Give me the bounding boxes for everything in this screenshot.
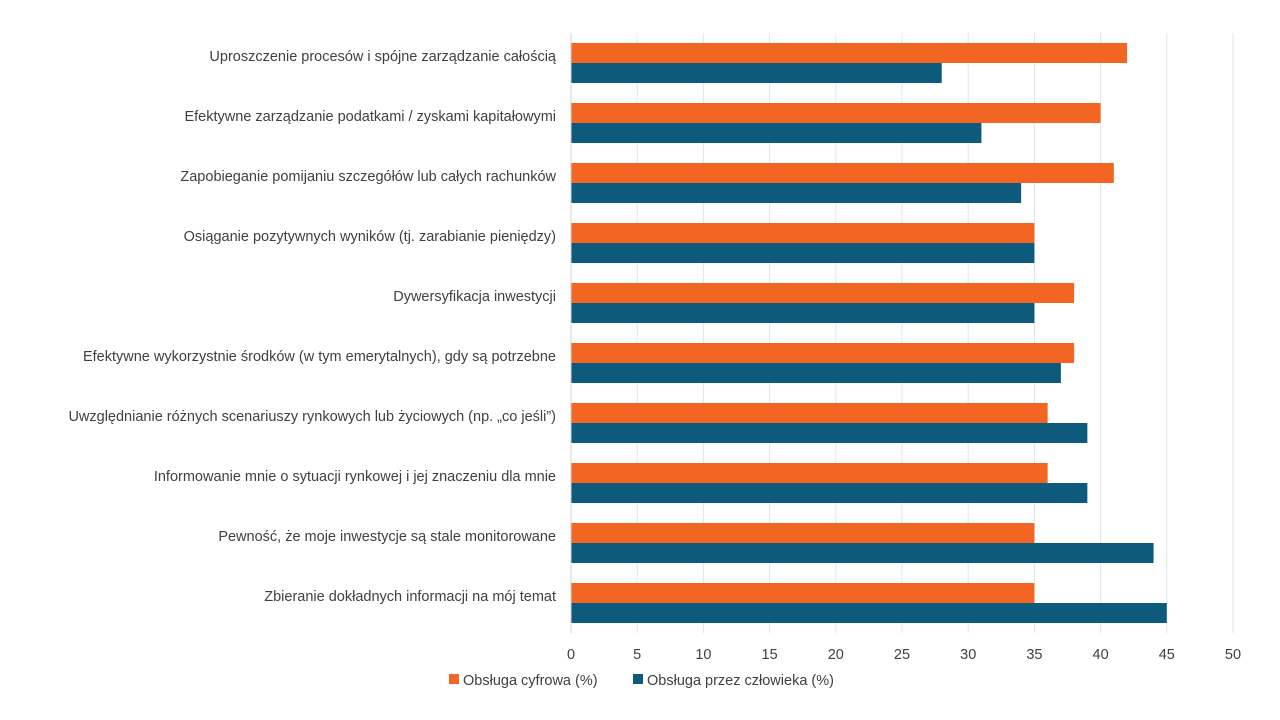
bar-human	[571, 63, 942, 83]
x-tick-label: 15	[762, 647, 778, 663]
bar-digital	[571, 403, 1048, 423]
x-tick-label: 0	[567, 647, 575, 663]
bar-human	[571, 303, 1035, 323]
legend-swatch	[449, 674, 459, 684]
category-label: Pewność, że moje inwestycje są stale mon…	[218, 529, 556, 545]
legend-label: Obsługa przez człowieka (%)	[647, 673, 834, 689]
category-labels: Uproszczenie procesów i spójne zarządzan…	[68, 49, 556, 605]
category-label: Uwzględnianie różnych scenariuszy rynkow…	[68, 409, 556, 425]
x-tick-labels: 0 5 10 15 20 25 30 35 40 45 50	[567, 647, 1241, 663]
bar-human	[571, 603, 1167, 623]
bar-human	[571, 483, 1088, 503]
x-tick-label: 30	[960, 647, 976, 663]
x-tick-label: 25	[894, 647, 910, 663]
legend: Obsługa cyfrowa (%) Obsługa przez człowie…	[449, 673, 834, 689]
bar-digital	[571, 163, 1114, 183]
bar-digital	[571, 283, 1075, 303]
category-label: Efektywne zarządzanie podatkami / zyskam…	[184, 109, 556, 125]
bar-digital	[571, 103, 1101, 123]
x-tick-label: 5	[633, 647, 641, 663]
x-tick-label: 45	[1159, 647, 1175, 663]
bar-digital	[571, 343, 1075, 363]
category-label: Informowanie mnie o sytuacji rynkowej i …	[154, 469, 556, 485]
bar-digital	[571, 43, 1128, 63]
category-label: Efektywne wykorzystnie środków (w tym em…	[83, 349, 556, 365]
bar-digital	[571, 463, 1048, 483]
x-tick-label: 10	[695, 647, 711, 663]
bar-human	[571, 543, 1154, 563]
x-tick-label: 50	[1225, 647, 1241, 663]
bar-human	[571, 243, 1035, 263]
legend-swatch	[633, 674, 643, 684]
x-tick-label: 20	[828, 647, 844, 663]
x-tick-label: 35	[1026, 647, 1042, 663]
bar-human	[571, 363, 1061, 383]
x-tick-label: 40	[1093, 647, 1109, 663]
category-label: Osiąganie pozytywnych wyników (tj. zarab…	[184, 229, 556, 245]
bar-human	[571, 423, 1088, 443]
category-label: Dywersyfikacja inwestycji	[393, 289, 556, 305]
legend-label: Obsługa cyfrowa (%)	[463, 673, 598, 689]
bars	[571, 43, 1167, 623]
category-label: Uproszczenie procesów i spójne zarządzan…	[209, 49, 556, 65]
bar-digital	[571, 223, 1035, 243]
bar-human	[571, 123, 982, 143]
bar-digital	[571, 583, 1035, 603]
category-label: Zapobieganie pomijaniu szczegółów lub ca…	[180, 169, 556, 185]
bar-digital	[571, 523, 1035, 543]
bar-human	[571, 183, 1022, 203]
category-label: Zbieranie dokładnych informacji na mój t…	[264, 589, 556, 605]
